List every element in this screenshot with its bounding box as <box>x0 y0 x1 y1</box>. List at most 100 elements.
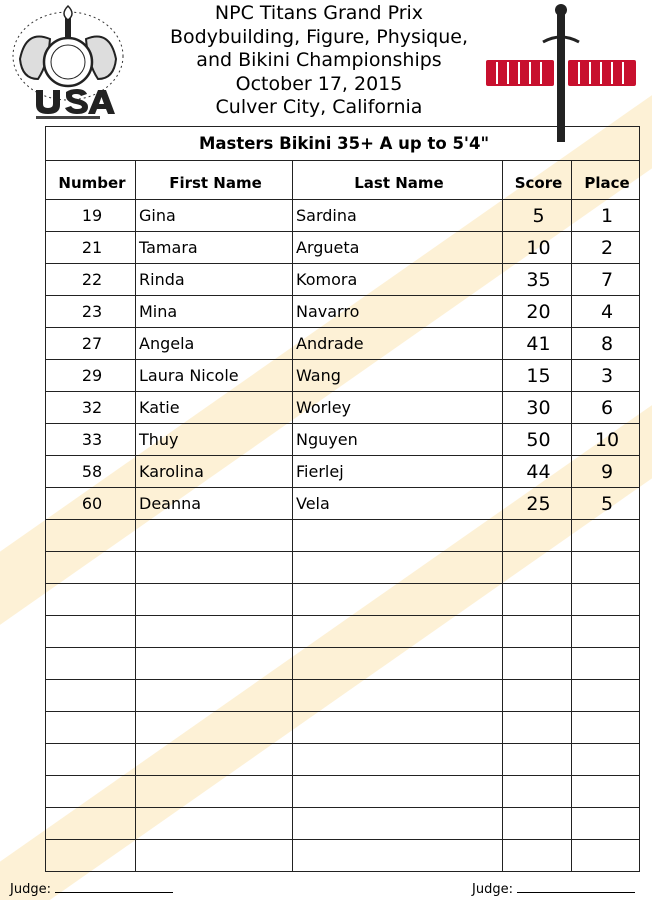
judge-signature-right: Judge: <box>472 880 635 897</box>
cell-place: 2 <box>570 231 641 264</box>
empty-cell <box>570 519 641 552</box>
results-table: Masters Bikini 35+ A up to 5'4" Number Fi… <box>44 126 641 872</box>
empty-cell <box>292 711 503 744</box>
empty-cell <box>292 679 503 712</box>
empty-cell <box>570 711 641 744</box>
cell-score: 20 <box>502 295 572 328</box>
column-header-number: Number <box>45 160 136 200</box>
cell-last-name: Worley <box>292 391 503 424</box>
cell-first-name: Deanna <box>135 487 293 520</box>
empty-cell <box>45 679 136 712</box>
cell-score: 25 <box>502 487 572 520</box>
cell-number: 19 <box>45 199 136 232</box>
empty-cell <box>502 615 572 648</box>
signature-line <box>516 880 635 893</box>
empty-cell <box>135 551 293 584</box>
event-divisions: Bodybuilding, Figure, Physique, <box>170 25 468 48</box>
column-header-last-name: Last Name <box>292 160 503 200</box>
table-row: 29 Laura Nicole Wang 15 3 <box>45 359 641 392</box>
judge-signature-left: Judge: <box>10 880 173 897</box>
cell-place: 3 <box>570 359 641 392</box>
empty-row <box>45 551 641 584</box>
judge-label: Judge: <box>10 882 51 897</box>
empty-cell <box>45 775 136 808</box>
empty-cell <box>502 519 572 552</box>
empty-row <box>45 775 641 808</box>
empty-cell <box>292 743 503 776</box>
empty-cell <box>502 775 572 808</box>
cell-place: 1 <box>570 199 641 232</box>
empty-cell <box>570 775 641 808</box>
signature-line <box>54 880 173 893</box>
empty-cell <box>45 551 136 584</box>
empty-cell <box>570 583 641 616</box>
cell-number: 27 <box>45 327 136 360</box>
empty-cell <box>502 807 572 840</box>
cell-number: 23 <box>45 295 136 328</box>
empty-cell <box>292 615 503 648</box>
empty-cell <box>502 551 572 584</box>
cell-score: 50 <box>502 423 572 456</box>
table-row: 27 Angela Andrade 41 8 <box>45 327 641 360</box>
empty-cell <box>570 839 641 872</box>
empty-cell <box>570 743 641 776</box>
cell-first-name: Tamara <box>135 231 293 264</box>
empty-row <box>45 839 641 872</box>
empty-cell <box>292 551 503 584</box>
empty-cell <box>135 743 293 776</box>
cell-last-name: Navarro <box>292 295 503 328</box>
cell-score: 15 <box>502 359 572 392</box>
table-row: 22 Rinda Komora 35 7 <box>45 263 641 296</box>
cell-number: 32 <box>45 391 136 424</box>
cell-number: 29 <box>45 359 136 392</box>
empty-cell <box>135 711 293 744</box>
empty-row <box>45 583 641 616</box>
muscle-contest-logo <box>486 4 636 142</box>
cell-first-name: Laura Nicole <box>135 359 293 392</box>
empty-cell <box>45 583 136 616</box>
cell-first-name: Mina <box>135 295 293 328</box>
empty-cell <box>570 647 641 680</box>
empty-cell <box>135 775 293 808</box>
empty-cell <box>502 711 572 744</box>
cell-score: 44 <box>502 455 572 488</box>
empty-cell <box>502 647 572 680</box>
table-row: 23 Mina Navarro 20 4 <box>45 295 641 328</box>
cell-number: 60 <box>45 487 136 520</box>
table-row: 58 Karolina Fierlej 44 9 <box>45 455 641 488</box>
empty-cell <box>45 647 136 680</box>
column-header-first-name: First Name <box>135 160 293 200</box>
empty-cell <box>45 711 136 744</box>
cell-score: 10 <box>502 231 572 264</box>
empty-cell <box>502 839 572 872</box>
cell-place: 5 <box>570 487 641 520</box>
table-row: 60 Deanna Vela 25 5 <box>45 487 641 520</box>
npc-usa-logo <box>12 4 124 119</box>
cell-last-name: Komora <box>292 263 503 296</box>
column-header-place: Place <box>570 160 641 200</box>
cell-last-name: Nguyen <box>292 423 503 456</box>
column-header-score: Score <box>502 160 572 200</box>
empty-cell <box>570 679 641 712</box>
empty-cell <box>45 519 136 552</box>
empty-row <box>45 807 641 840</box>
cell-first-name: Rinda <box>135 263 293 296</box>
empty-cell <box>292 839 503 872</box>
table-row: 32 Katie Worley 30 6 <box>45 391 641 424</box>
empty-cell <box>135 679 293 712</box>
class-title: Masters Bikini 35+ A up to 5'4" <box>44 126 641 161</box>
empty-row <box>45 711 641 744</box>
empty-cell <box>570 551 641 584</box>
table-row: 33 Thuy Nguyen 50 10 <box>45 423 641 456</box>
empty-cell <box>502 679 572 712</box>
cell-first-name: Gina <box>135 199 293 232</box>
empty-cell <box>292 775 503 808</box>
judge-label: Judge: <box>472 882 513 897</box>
cell-first-name: Karolina <box>135 455 293 488</box>
event-location: Culver City, California <box>215 96 423 118</box>
cell-last-name: Wang <box>292 359 503 392</box>
cell-number: 22 <box>45 263 136 296</box>
empty-row <box>45 647 641 680</box>
cell-place: 10 <box>570 423 641 456</box>
cell-place: 6 <box>570 391 641 424</box>
